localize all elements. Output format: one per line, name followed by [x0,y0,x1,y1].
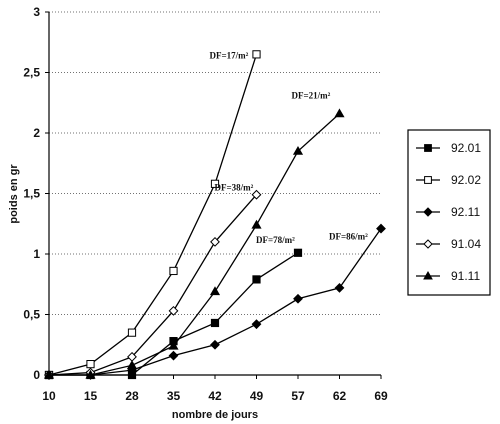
data-point [209,286,221,296]
data-point [168,350,179,361]
x-tick-label: 10 [42,389,56,403]
legend-item: 92.01 [416,141,481,155]
data-point [293,293,303,304]
data-point [43,369,55,379]
x-tick-labels: 10 15 28 35 42 49 57 62 69 [42,375,388,403]
data-point [168,340,179,350]
x-tick-label: 42 [208,389,222,403]
series-91-04 [44,189,262,380]
legend-label: 92.02 [451,173,481,187]
series-92-02 [44,50,261,380]
data-point [210,318,220,328]
data-point [251,189,262,200]
data-point [210,179,220,188]
x-tick-label: 49 [250,389,264,403]
gridlines [49,11,381,315]
annotation-label: DF=21/m² [292,91,331,101]
legend-item: 91.04 [416,237,481,251]
annotations: DF=17/m² DF=21/m² DF=38/m² DF=78/m² DF=86/m² [210,50,369,244]
y-tick-label: 0,5 [23,308,40,322]
data-point [168,305,179,316]
series-line [49,228,382,376]
x-tick-label: 62 [333,389,347,403]
y-tick-label: 0 [33,368,40,382]
data-point [423,270,433,280]
data-point [252,50,261,59]
y-tick-label: 1,5 [23,187,40,201]
legend-label: 91.11 [451,269,480,283]
legend: 92.01 92.02 92.11 91.04 91.11 [407,129,491,296]
data-point [376,223,386,234]
legend-label: 92.11 [451,205,480,219]
data-point [334,108,345,118]
annotation-label: DF=78/m² [256,235,295,245]
legend-label: 92.01 [451,141,481,155]
y-tick-label: 2,5 [23,66,40,80]
annotation-label: DF=86/m² [329,232,368,242]
data-point [210,236,220,247]
x-tick-label: 28 [125,389,139,403]
data-point [424,144,432,152]
series-92-11 [44,223,386,380]
y-tick-label: 1 [33,247,40,261]
data-point [86,360,95,369]
data-point [293,248,303,257]
y-tick-label: 2 [33,126,40,140]
x-tick-label: 57 [291,389,305,403]
x-tick-label: 35 [167,389,181,403]
data-point [423,239,433,249]
series-line [48,194,257,376]
series-line [48,54,258,376]
legend-item: 92.11 [416,205,480,219]
data-point [424,176,432,184]
y-tick-label: 3 [33,5,40,19]
data-point [85,369,96,379]
data-point [334,282,345,293]
legend-item: 92.02 [416,173,481,187]
legend-item: 91.11 [416,269,480,283]
data-point [252,275,261,284]
data-point [126,360,138,369]
data-point [169,266,178,276]
annotation-label: DF=17/m² [210,50,249,60]
data-point [127,328,137,337]
y-axis-label: poids en gr [8,164,20,224]
x-axis-label: nombre de jours [172,409,258,421]
data-point [251,219,262,229]
data-point [292,145,304,155]
x-tick-label: 69 [374,389,388,403]
legend-label: 91.04 [451,237,481,251]
annotation-label: DF=38/m² [215,183,254,193]
y-tick-labels: 0 0,5 1 1,5 2 2,5 3 [23,5,49,382]
x-tick-label: 15 [84,389,98,403]
series-91-11 [43,108,345,379]
series-group [43,50,386,380]
data-point [423,207,433,217]
data-point [251,319,262,330]
series-line [49,113,340,376]
data-point [210,339,220,350]
